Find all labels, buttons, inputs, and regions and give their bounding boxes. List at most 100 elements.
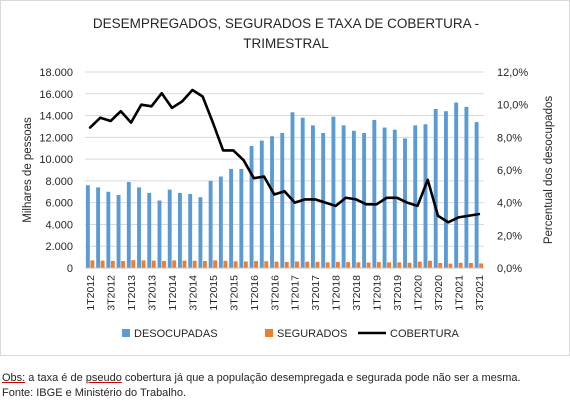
y-tick-label: 18.000	[39, 67, 73, 79]
y-tick-label: 16.000	[39, 89, 73, 101]
desocupadas-bar	[474, 122, 479, 268]
desocupadas-bar	[198, 197, 203, 268]
x-tick-label: 3T2019	[392, 275, 404, 311]
x-tick-label: 1T2019	[372, 275, 384, 311]
desocupadas-bar	[126, 181, 131, 268]
segurados-bar	[407, 262, 412, 268]
segurados-bar	[428, 260, 432, 268]
segurados-bar	[121, 261, 126, 268]
desocupadas-bar	[259, 140, 264, 268]
obs-label: Obs:	[2, 372, 26, 384]
x-tick-label: 3T2020	[433, 275, 445, 311]
segurados-bar	[479, 263, 484, 268]
observation-note: Obs: a taxa é de pseudo cobertura já que…	[2, 372, 521, 384]
desocupadas-bar	[137, 187, 141, 268]
desocupadas-bar	[85, 185, 90, 268]
segurados-bar	[182, 260, 187, 268]
desocupadas-bar	[116, 195, 121, 268]
y2-tick-label: 0,0%	[497, 263, 522, 275]
desocupadas-bar	[464, 106, 469, 268]
x-tick-label: 3T2015	[228, 275, 240, 311]
y2-tick-label: 12,0%	[497, 67, 528, 79]
desocupadas-bar	[290, 112, 295, 268]
obs-pseudo-word: pseudo	[85, 372, 122, 384]
segurados-legend-label: SEGURADOS	[277, 328, 347, 340]
x-tick-label: 1T2017	[290, 275, 302, 311]
desocupadas-bar	[300, 117, 305, 268]
segurados-bar	[213, 260, 218, 268]
chart-title: DESEMPREGADOS, SEGURADOS E TAXA DE COBER…	[93, 16, 479, 51]
segurados-bar	[254, 261, 259, 268]
segurados-bar	[110, 260, 115, 268]
segurados-bar	[315, 261, 320, 268]
y2-tick-label: 4,0%	[497, 198, 522, 210]
y2-tick-label: 10,0%	[497, 100, 528, 112]
desocupadas-bar	[433, 109, 438, 269]
chart-canvas: DESEMPREGADOS, SEGURADOS E TAXA DE COBER…	[22, 16, 555, 340]
desocupadas-bar	[167, 189, 172, 268]
y-tick-label: 2.000	[45, 241, 73, 253]
right-axis: 0,0% 2,0% 4,0% 6,0% 8,0% 10,0% 12,0% Percentual…	[497, 67, 555, 275]
segurados-bar	[243, 261, 248, 268]
desocupadas-bar	[331, 116, 336, 268]
y-tick-label: 8.000	[45, 176, 73, 188]
segurados-bar	[295, 261, 299, 268]
segurados-bar	[346, 262, 351, 268]
desocupadas-bar	[423, 124, 428, 269]
desocupadas-bar	[372, 119, 377, 268]
y-axis-title: Milhares de pessoas	[22, 117, 34, 223]
chart-area: DESEMPREGADOS, SEGURADOS E TAXA DE COBER…	[0, 0, 570, 356]
cobertura-legend-label: COBERTURA	[390, 328, 460, 340]
segurados-bar	[458, 262, 463, 268]
x-tick-label: 1T2016	[249, 275, 261, 311]
x-tick-label: 1T2012	[85, 275, 97, 311]
segurados-bar	[397, 262, 402, 268]
segurados-bar	[274, 261, 279, 268]
y2-axis-title: Percentual dos desocupados	[543, 96, 555, 245]
desocupadas-bar	[413, 125, 418, 268]
desocupadas-legend-swatch	[122, 329, 130, 337]
segurados-bar	[417, 261, 422, 268]
y2-tick-label: 6,0%	[497, 165, 522, 177]
segurados-bar	[90, 260, 95, 268]
source-note: Fonte: IBGE e Ministério do Trabalho.	[2, 387, 187, 399]
desocupadas-bar	[96, 187, 101, 268]
x-tick-label: 1T2014	[167, 275, 179, 311]
segurados-bar	[202, 261, 207, 268]
segurados-bar	[284, 261, 289, 268]
x-axis: 1T2012 3T2012 1T2013 3T2013 1T2014 3T2014 1T20…	[85, 267, 486, 311]
x-tick-label: 1T2020	[413, 275, 425, 311]
segurados-bar	[366, 262, 371, 268]
segurados-bar	[376, 262, 381, 268]
segurados-bar	[100, 260, 105, 268]
x-tick-label: 1T2021	[453, 275, 465, 311]
desocupadas-bar	[321, 132, 326, 268]
x-tick-label: 3T2016	[269, 275, 281, 311]
left-axis: 0 2.000 4.000 6.000 8.000 10.000 12.000 14.000 1…	[22, 67, 73, 275]
desocupadas-bar	[208, 180, 213, 268]
bars	[85, 102, 484, 269]
segurados-bar	[131, 260, 136, 268]
cobertura-line	[88, 88, 481, 224]
desocupadas-bar	[403, 138, 407, 268]
cobertura-line-group	[88, 88, 481, 224]
obs-text-part2: cobertura já que a população desempregad…	[121, 372, 521, 384]
segurados-bar	[438, 262, 443, 268]
chart-title-line: DESEMPREGADOS, SEGURADOS E TAXA DE COBER…	[93, 16, 479, 31]
x-tick-label: 3T2021	[474, 275, 486, 311]
segurados-bar	[141, 260, 146, 268]
segurados-bar	[305, 261, 310, 268]
segurados-bar	[151, 260, 156, 268]
x-tick-label: 3T2017	[310, 275, 322, 311]
segurados-bar	[233, 261, 238, 268]
segurados-bar	[356, 262, 361, 268]
x-tick-label: 3T2013	[147, 275, 159, 311]
x-tick-label: 3T2012	[106, 275, 118, 311]
desocupadas-bar	[177, 192, 182, 268]
desocupadas-bar	[341, 125, 346, 268]
desocupadas-legend-label: DESOCUPADAS	[134, 328, 218, 340]
desocupadas-bar	[280, 132, 285, 268]
gridlines	[85, 71, 484, 269]
x-tick-label: 1T2013	[126, 275, 138, 311]
desocupadas-bar	[362, 132, 367, 268]
